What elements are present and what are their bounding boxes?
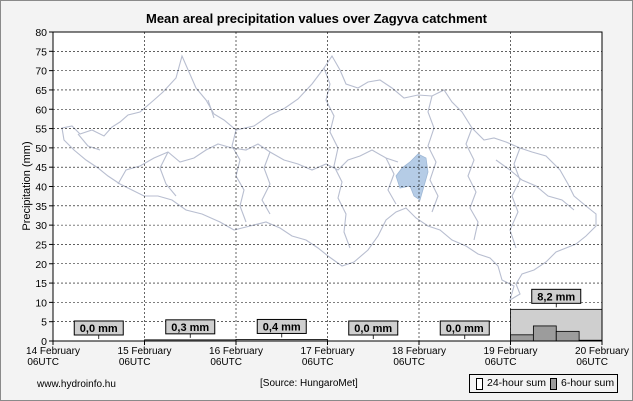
legend: 24-hour sum 6-hour sum	[469, 374, 618, 393]
y-tick-label: 75	[35, 46, 47, 58]
daily-value-label: 0,0 mm	[446, 323, 484, 335]
six-hour-bar	[532, 325, 557, 342]
daily-value-label: 0,0 mm	[80, 323, 118, 335]
x-tick-label-time: 06UTC	[210, 357, 242, 368]
daily-value-label: 8,2 mm	[537, 291, 575, 303]
y-tick-label: 35	[35, 201, 47, 213]
legend-label-daily: 24-hour sum	[487, 377, 546, 389]
axes: 0 5 10 15 20 25 30 35 40 45 50 55 60 65 70 75 80 14 Febru…	[26, 27, 629, 368]
y-tick-label: 0	[41, 336, 47, 348]
reservoir-shape	[395, 153, 429, 201]
value-label-box	[73, 320, 124, 336]
value-labels: 0,0 mm 0,3 mm 0,4 mm 0,0 mm 0,0 mm 8,2 mm	[73, 288, 582, 339]
y-tick-label: 45	[35, 162, 47, 174]
y-tick-label: 60	[35, 104, 47, 116]
legend-swatch-sixhour	[550, 378, 557, 390]
x-tick-label: 14 February	[26, 346, 80, 357]
y-tick-label: 50	[35, 143, 47, 155]
y-tick-label: 10	[35, 297, 47, 309]
legend-label-sixhour: 6-hour sum	[561, 377, 615, 389]
y-tick-label: 20	[35, 259, 47, 271]
x-tick-label: 20 February	[575, 346, 629, 357]
website-credit: www.hydroinfo.hu	[37, 379, 116, 390]
value-label-box	[165, 319, 216, 335]
value-label-box	[439, 320, 490, 336]
daily-value-label: 0,0 mm	[354, 323, 392, 335]
x-tick-label-time: 06UTC	[485, 357, 517, 368]
y-axis-label: Precipitation (mm)	[21, 141, 33, 230]
value-label-box	[531, 288, 582, 304]
daily-value-label: 0,4 mm	[263, 321, 301, 333]
y-tick-label: 30	[35, 220, 47, 232]
six-hour-bar	[555, 330, 580, 342]
source-credit: [Source: HungaroMet]	[260, 378, 358, 389]
legend-swatch-daily	[476, 378, 483, 390]
x-tick-label: 16 February	[209, 346, 263, 357]
value-label-box	[348, 320, 399, 336]
y-tick-label: 80	[35, 27, 47, 39]
y-tick-label: 40	[35, 182, 47, 194]
y-tick-label: 55	[35, 124, 47, 136]
x-tick-label: 17 February	[301, 346, 355, 357]
chart-title: Mean areal precipitation values over Zag…	[145, 11, 488, 26]
six-hour-bar	[510, 334, 534, 342]
x-tick-label-time: 06UTC	[119, 357, 151, 368]
y-tick-label: 65	[35, 85, 47, 97]
x-tick-label: 15 February	[118, 346, 172, 357]
value-label-box	[256, 318, 307, 334]
y-tick-label: 70	[35, 66, 47, 78]
x-tick-label-time: 06UTC	[576, 357, 608, 368]
y-tick-label: 15	[35, 278, 47, 290]
x-tick-label-time: 06UTC	[393, 357, 425, 368]
y-tick-label: 5	[41, 317, 47, 329]
x-tick-label: 18 February	[392, 346, 446, 357]
daily-value-label: 0,3 mm	[171, 322, 209, 334]
y-tick-label: 25	[35, 239, 47, 251]
x-tick-label-time: 06UTC	[302, 357, 334, 368]
x-tick-label-time: 06UTC	[27, 357, 59, 368]
x-tick-label: 19 February	[484, 346, 538, 357]
